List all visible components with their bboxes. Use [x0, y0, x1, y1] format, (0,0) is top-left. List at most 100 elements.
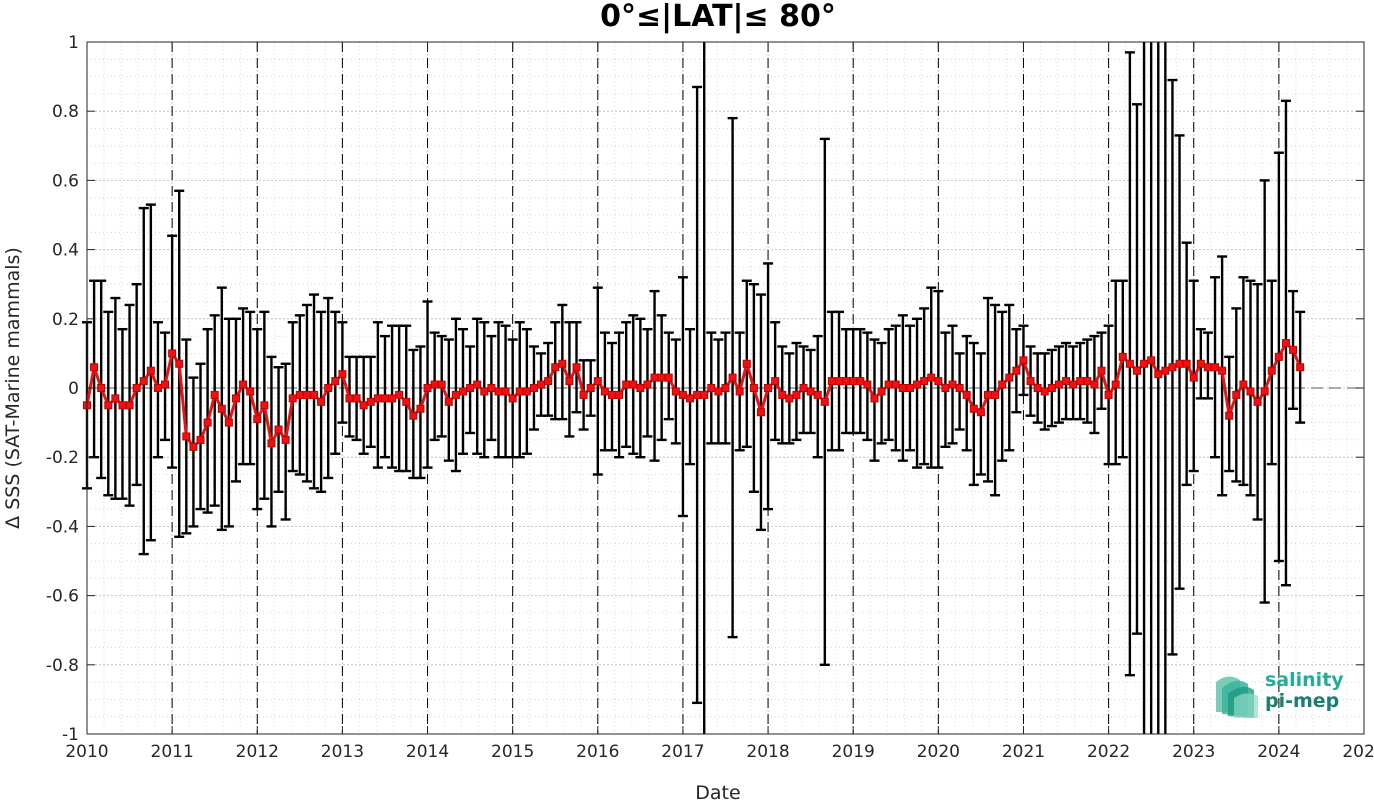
data-point-marker: [1097, 366, 1106, 375]
data-point-marker: [735, 387, 744, 396]
data-point-marker: [111, 394, 120, 403]
data-point-marker: [962, 390, 971, 399]
data-point-marker: [409, 411, 418, 420]
data-point-marker: [317, 397, 326, 406]
x-tick-label: 2014: [406, 742, 449, 762]
data-point-marker: [210, 390, 219, 399]
axis-ticks: [86, 41, 1365, 735]
data-point-marker: [380, 394, 389, 403]
x-tick-label: 2024: [1257, 742, 1300, 762]
data-point-marker: [203, 418, 212, 427]
data-point-marker: [459, 387, 468, 396]
data-point-marker: [1125, 359, 1134, 368]
x-tick-label: 2011: [151, 742, 194, 762]
data-point-marker: [1069, 380, 1078, 389]
x-tick-label: 2023: [1172, 742, 1215, 762]
data-point-marker: [1033, 384, 1042, 392]
data-point-marker: [1267, 366, 1276, 375]
data-point-marker: [515, 387, 524, 396]
data-point-marker: [1246, 387, 1255, 396]
data-point-marker: [1182, 359, 1191, 368]
error-bars: [82, 42, 1306, 734]
data-point-marker: [835, 377, 844, 386]
data-point-marker: [437, 380, 446, 389]
data-point-marker: [849, 377, 858, 386]
y-tick-label: -0.6: [46, 587, 79, 607]
data-point-marker: [1026, 377, 1035, 386]
data-point-marker: [827, 377, 836, 386]
data-point-marker: [161, 380, 170, 389]
x-tick-label: 2016: [576, 742, 619, 762]
data-point-marker: [125, 401, 134, 410]
data-point-marker: [913, 380, 922, 389]
data-point-marker: [927, 373, 936, 382]
y-tick-labels: 1 0.8 0.6 0.4 0.2 0 -0.2 -0.4 -0.6 -0.8 -1: [46, 33, 79, 745]
data-point-marker: [1111, 380, 1120, 389]
data-point-marker: [1005, 373, 1014, 382]
data-point-marker: [778, 390, 787, 399]
y-tick-label: -0.2: [46, 448, 79, 468]
data-point-marker: [991, 390, 1000, 399]
data-point-marker: [466, 384, 475, 392]
data-point-marker: [898, 384, 907, 392]
data-point-marker: [260, 401, 269, 410]
data-point-marker: [139, 377, 148, 386]
data-point-marker: [352, 394, 361, 403]
data-point-marker: [607, 390, 616, 399]
data-point-marker: [487, 384, 496, 392]
data-point-marker: [416, 404, 425, 413]
data-point-marker: [863, 380, 872, 389]
data-point-marker: [1090, 380, 1099, 389]
y-tick-label: 0.8: [52, 102, 79, 122]
data-point-marker: [253, 415, 262, 424]
data-point-marker: [359, 401, 368, 410]
x-tick-label: 2020: [917, 742, 960, 762]
data-point-marker: [785, 394, 794, 403]
x-tick-label: 2017: [661, 742, 704, 762]
data-point-marker: [1260, 387, 1269, 396]
data-point-marker: [239, 380, 248, 389]
x-tick-label: 2010: [65, 742, 108, 762]
data-point-marker: [281, 435, 290, 444]
data-point-marker: [373, 394, 382, 403]
data-point-marker: [615, 390, 624, 399]
data-point-marker: [388, 394, 397, 403]
x-tick-label: 2021: [1002, 742, 1045, 762]
data-point-marker: [756, 408, 765, 417]
x-tick-label: 2015: [491, 742, 534, 762]
data-point-marker: [324, 384, 333, 392]
data-point-marker: [1054, 380, 1063, 389]
salinity-pi-mep-logo: salinity pi-mep: [1216, 669, 1344, 718]
data-point-marker: [231, 394, 240, 403]
data-point-marker: [97, 384, 106, 392]
data-point-marker: [1132, 366, 1141, 375]
logo-text-salinity: salinity: [1265, 669, 1344, 691]
data-point-marker: [920, 377, 929, 386]
data-point-marker: [1203, 363, 1212, 372]
data-point-marker: [1211, 363, 1220, 372]
data-point-marker: [693, 390, 702, 399]
data-point-marker: [1118, 352, 1127, 361]
data-point-marker: [1012, 366, 1021, 375]
data-point-marker: [742, 359, 751, 368]
y-tick-label: 1: [68, 33, 79, 53]
data-point-marker: [870, 394, 879, 403]
data-point-marker: [1168, 363, 1177, 372]
data-point-marker: [537, 380, 546, 389]
data-point-marker: [820, 397, 829, 406]
data-point-marker: [728, 373, 737, 382]
data-point-marker: [345, 394, 354, 403]
data-point-marker: [175, 359, 184, 368]
data-point-marker: [593, 377, 602, 386]
y-tick-label: 0.6: [52, 171, 79, 191]
data-point-marker: [842, 377, 851, 386]
data-point-marker: [969, 404, 978, 413]
series-markers: [83, 339, 1305, 451]
data-point-marker: [955, 384, 964, 392]
data-point-marker: [629, 380, 638, 389]
data-point-marker: [1076, 377, 1085, 386]
data-point-marker: [423, 384, 432, 392]
data-point-marker: [1289, 345, 1298, 354]
data-point-marker: [671, 387, 680, 396]
